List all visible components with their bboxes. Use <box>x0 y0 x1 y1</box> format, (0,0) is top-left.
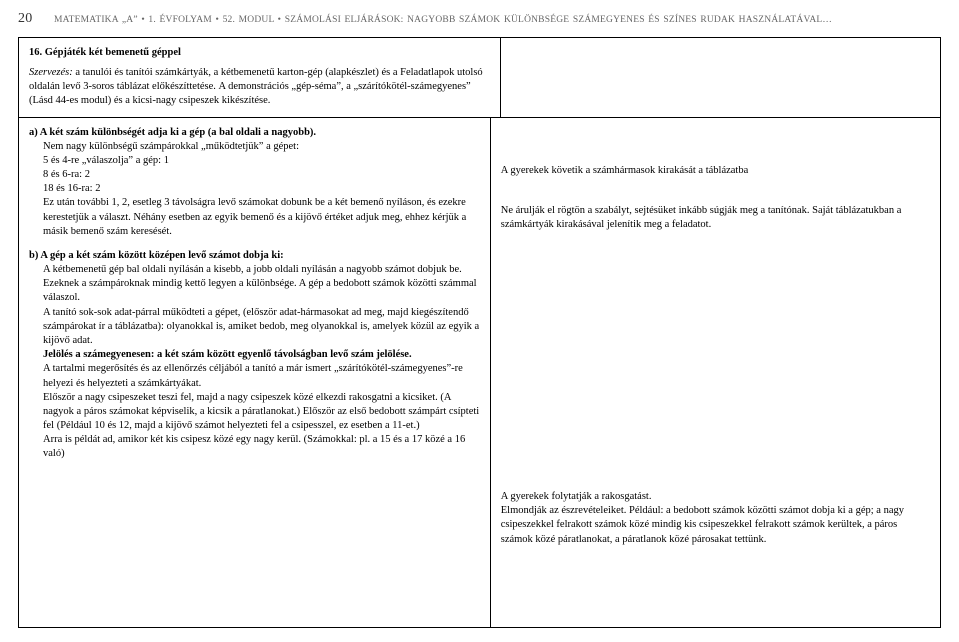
item-b: b) A gép a két szám között középen levő … <box>29 249 480 462</box>
item-b-line5: Először a nagy csipeszeket teszi fel, ma… <box>29 391 480 434</box>
section-description: Szervezés: a tanulói és tanítói számkárt… <box>29 66 490 109</box>
item-a-line4: 18 és 16-ra: 2 <box>29 182 480 196</box>
item-b-line1: A kétbemenetű gép bal oldali nyílásán a … <box>29 263 480 306</box>
item-a: a) A két szám különbségét adja ki a gép … <box>29 126 480 239</box>
desc-label: Szervezés: <box>29 67 73 78</box>
running-header: 20 MATEMATIKA „A” • 1. ÉVFOLYAM • 52. MO… <box>18 10 941 29</box>
intro-cell: 16. Gépjáték két bemenetű géppel Szervez… <box>19 38 501 117</box>
item-b-line2: A tanító sok-sok adat-párral működteti a… <box>29 306 480 349</box>
item-a-head: a) A két szám különbségét adja ki a gép … <box>29 126 480 140</box>
content-frame: 16. Gépjáték két bemenetű géppel Szervez… <box>18 37 941 628</box>
intro-row: 16. Gépjáték két bemenetű géppel Szervez… <box>19 38 940 118</box>
right-note-2: Ne árulják el rögtön a szabályt, sejtésü… <box>501 204 930 232</box>
item-b-line6: Arra is példát ad, amikor két kis csipes… <box>29 433 480 461</box>
item-b-head: b) A gép a két szám között középen levő … <box>29 249 480 263</box>
body-row: a) A két szám különbségét adja ki a gép … <box>19 118 940 627</box>
right-note-3: A gyerekek folytatják a rakosgatást. <box>501 490 930 504</box>
right-column: A gyerekek követik a számhármasok kiraká… <box>491 118 940 627</box>
item-b-line4: A tartalmi megerősítés és az ellenőrzés … <box>29 362 480 390</box>
intro-right-empty <box>501 38 940 117</box>
right-note-4: Elmondják az észrevételeiket. Például: a… <box>501 504 930 547</box>
item-b-line3-bold: Jelölés a számegyenesen: a két szám közö… <box>29 348 480 362</box>
spacer <box>501 178 930 204</box>
item-a-line1: Nem nagy különbségű számpárokkal „működt… <box>29 140 480 154</box>
section-title: 16. Gépjáték két bemenetű géppel <box>29 46 490 60</box>
right-note-1: A gyerekek követik a számhármasok kiraká… <box>501 164 930 178</box>
spacer <box>501 126 930 164</box>
item-a-line3: 8 és 6-ra: 2 <box>29 168 480 182</box>
page-number: 20 <box>18 10 46 29</box>
item-a-line2: 5 és 4-re „válaszolja” a gép: 1 <box>29 154 480 168</box>
running-header-text: MATEMATIKA „A” • 1. ÉVFOLYAM • 52. MODUL… <box>54 14 941 27</box>
spacer <box>501 232 930 490</box>
page-root: 20 MATEMATIKA „A” • 1. ÉVFOLYAM • 52. MO… <box>0 0 959 642</box>
left-column: a) A két szám különbségét adja ki a gép … <box>19 118 491 627</box>
item-a-line5: Ez után további 1, 2, esetleg 3 távolság… <box>29 196 480 239</box>
